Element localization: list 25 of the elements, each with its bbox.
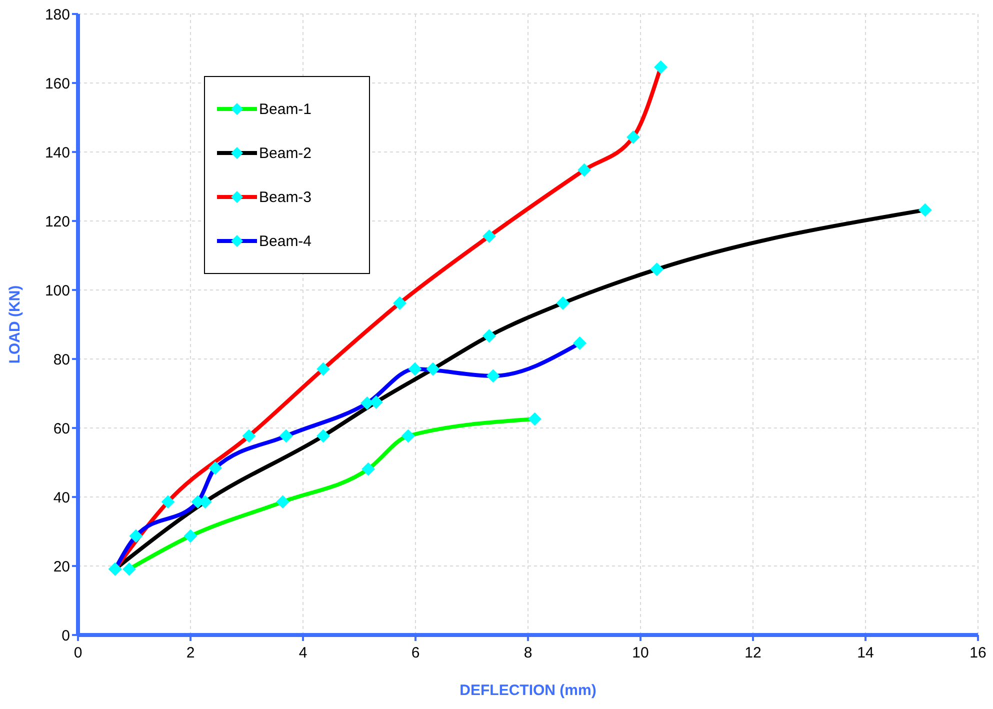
x-tick-label: 6: [411, 644, 420, 662]
x-tick-label: 10: [632, 644, 649, 662]
legend-label: Beam-1: [259, 100, 312, 118]
x-tick-label: 4: [298, 644, 308, 662]
x-tick-label: 16: [970, 644, 986, 662]
x-tick-label: 14: [857, 644, 874, 662]
x-tick-label: 8: [524, 644, 532, 662]
x-tick-label: 0: [74, 644, 82, 662]
y-tick-label: 20: [53, 558, 70, 576]
y-tick-label: 120: [44, 213, 70, 230]
legend-label: Beam-4: [259, 232, 312, 250]
y-tick-label: 0: [62, 627, 70, 644]
y-tick-label: 80: [53, 351, 70, 368]
legend-label: Beam-3: [259, 188, 312, 206]
y-tick-label: 180: [44, 6, 70, 24]
y-axis-title: LOAD (KN): [6, 285, 24, 364]
x-tick-label: 12: [744, 644, 762, 662]
x-axis-title: DEFLECTION (mm): [460, 682, 596, 699]
legend-label: Beam-2: [259, 144, 312, 162]
x-tick-label: 2: [186, 644, 195, 662]
y-tick-label: 140: [44, 144, 70, 162]
y-tick-label: 160: [44, 75, 70, 92]
y-tick-label: 40: [53, 489, 70, 506]
y-tick-label: 100: [44, 282, 70, 300]
y-tick-label: 60: [53, 420, 70, 438]
